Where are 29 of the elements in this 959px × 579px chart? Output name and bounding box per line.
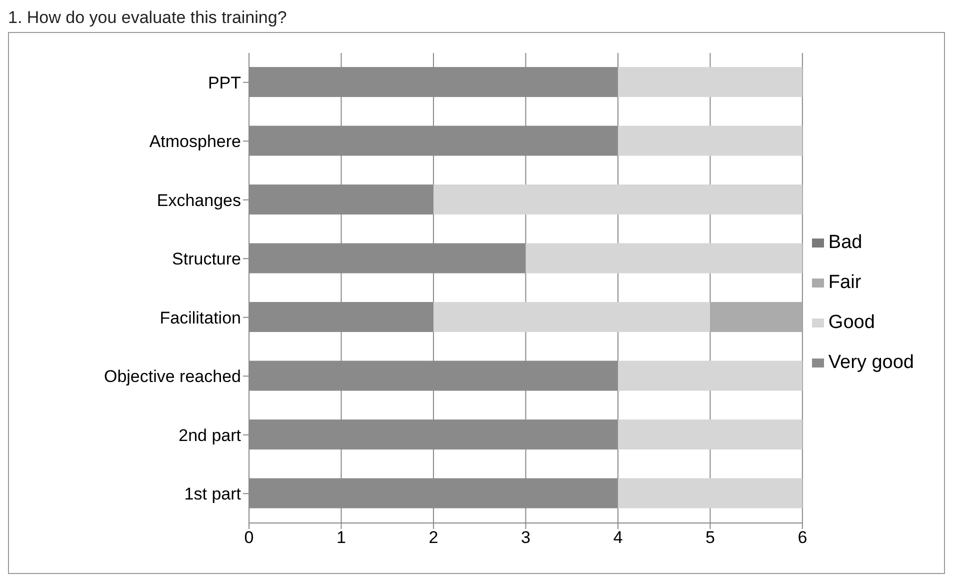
bar — [618, 478, 802, 508]
y-tick-label: Objective reached — [104, 367, 241, 386]
bar — [618, 67, 802, 97]
x-tick-label: 1 — [336, 528, 346, 548]
bar — [618, 420, 802, 450]
y-tick-label: Exchanges — [156, 190, 241, 210]
bar — [526, 243, 802, 274]
y-tick-label: Atmosphere — [149, 132, 241, 152]
x-tick-label: 6 — [798, 528, 808, 548]
legend-label: Bad — [828, 232, 862, 253]
bar — [433, 184, 802, 214]
bar — [618, 360, 802, 391]
y-tick-label: Facilitation — [160, 308, 241, 328]
x-tick-label: 4 — [613, 528, 623, 548]
legend-label: Good — [828, 312, 875, 333]
bar — [618, 126, 802, 156]
y-tick-label: PPT — [208, 73, 241, 92]
legend-label: Fair — [828, 272, 862, 293]
x-tick-label: 0 — [244, 528, 254, 548]
legend-label: Very good — [828, 352, 914, 373]
y-tick-label: 2nd part — [178, 426, 242, 445]
x-tick-label: 3 — [520, 528, 530, 548]
x-tick-label: 2 — [428, 528, 438, 548]
y-tick-label: 1st part — [184, 484, 242, 504]
bar — [710, 302, 802, 332]
x-tick-label: 5 — [705, 528, 715, 548]
y-tick-label: Structure — [172, 250, 241, 269]
bar — [433, 302, 710, 332]
chart-title: 1. How do you evaluate this training? — [8, 8, 288, 28]
